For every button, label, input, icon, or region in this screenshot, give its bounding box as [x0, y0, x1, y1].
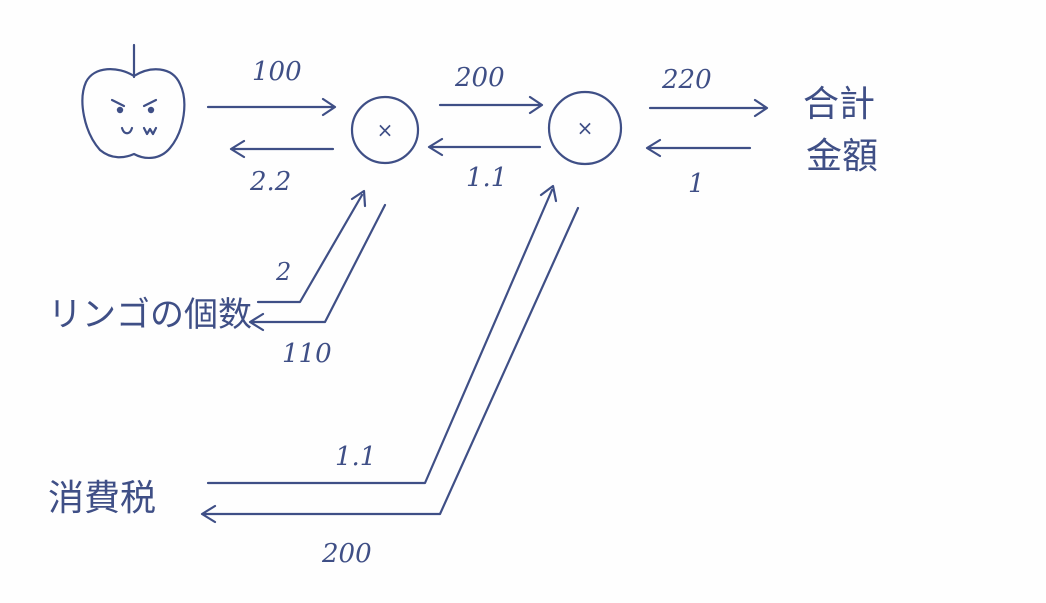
- arrow-backward-mult1-apple: [229, 139, 335, 159]
- edge-label-backward-2-2: 2.2: [249, 167, 291, 197]
- arrow-forward-apple-mult1: [206, 97, 337, 117]
- edge-label-forward-100: 100: [252, 57, 302, 87]
- multiply-node-2: ×: [547, 90, 623, 166]
- edge-count-to-mult1: 2 110: [248, 189, 387, 369]
- arrow-backward-mult1-count: [248, 203, 387, 332]
- multiply-node-1: ×: [350, 95, 420, 165]
- total-amount-label-line2: 金額: [806, 136, 878, 177]
- arrow-forward-count-mult1: [256, 189, 367, 304]
- multiply-node-2-op: ×: [577, 116, 594, 140]
- edge-label-forward-200: 200: [454, 63, 505, 93]
- apple-face-icon: [81, 43, 186, 160]
- edge-label-backward-1-1: 1.1: [466, 163, 507, 193]
- edge-label-forward-tax-1-1: 1.1: [335, 442, 376, 472]
- edge-mult2-to-total: 220 1: [645, 65, 769, 199]
- arrow-forward-tax-mult2: [206, 184, 558, 485]
- total-amount-node: 合計 金額: [803, 84, 878, 177]
- arrow-backward-mult2-tax: [200, 206, 580, 524]
- arrow-backward-total-mult2: [645, 138, 752, 158]
- edge-tax-to-mult2: 1.1 200: [200, 184, 580, 569]
- multiply-node-1-op: ×: [377, 118, 394, 142]
- edge-label-forward-220: 220: [661, 65, 712, 95]
- total-amount-label-line1: 合計: [803, 84, 875, 125]
- edge-label-backward-110: 110: [282, 339, 332, 369]
- edge-label-backward-tax-200: 200: [321, 539, 372, 569]
- edge-label-forward-2: 2: [275, 258, 291, 286]
- edge-label-backward-1: 1: [688, 169, 705, 199]
- apple-count-node-label: リンゴの個数: [48, 295, 252, 335]
- edge-apple-to-mult1: 100 2.2: [206, 57, 337, 197]
- arrow-backward-mult2-mult1: [427, 137, 542, 157]
- arrow-forward-mult2-total: [648, 98, 769, 118]
- edge-mult1-to-mult2: 200 1.1: [427, 63, 544, 193]
- arrow-forward-mult1-mult2: [438, 95, 544, 115]
- tax-node-label: 消費税: [48, 478, 156, 519]
